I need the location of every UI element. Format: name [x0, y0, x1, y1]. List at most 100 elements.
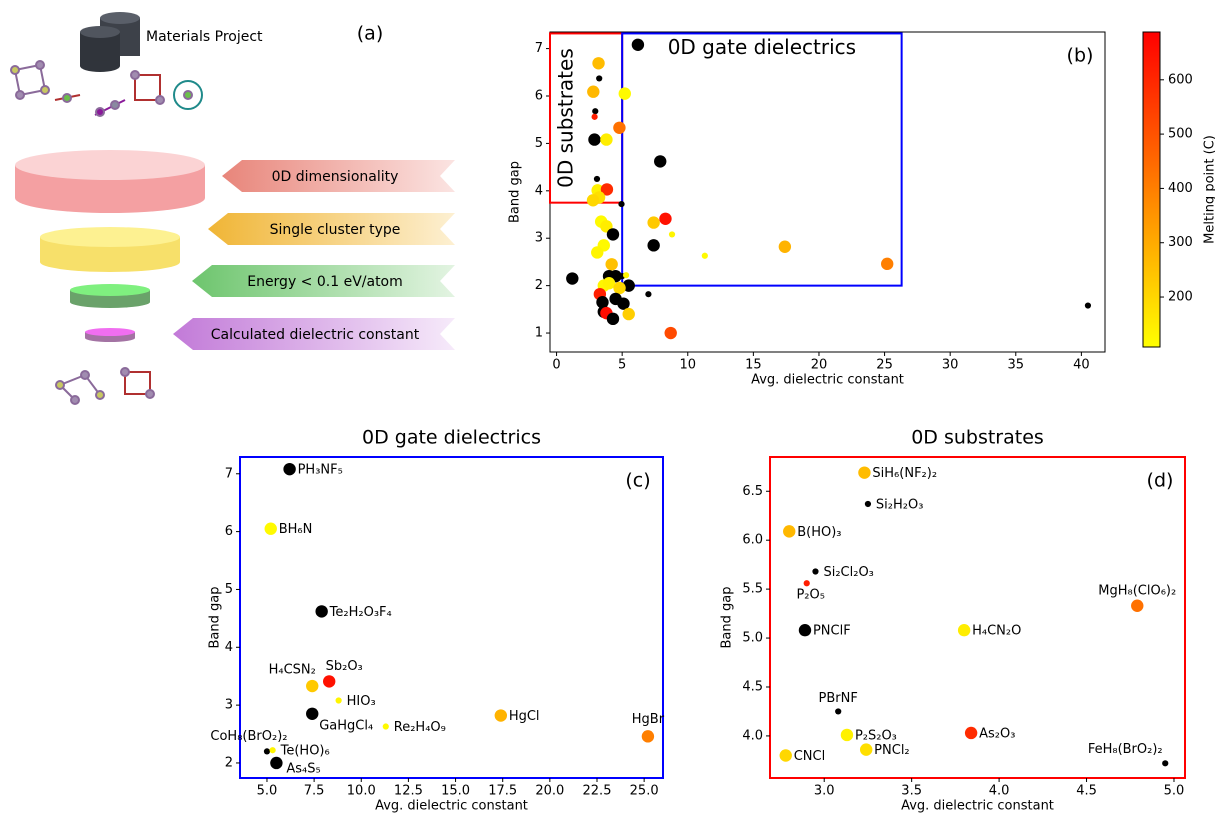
- x-tick-label: 4.0: [989, 784, 1010, 799]
- data-point: [269, 747, 276, 754]
- data-point: [593, 175, 601, 183]
- data-point: [812, 568, 819, 575]
- y-axis-label: Band gap: [508, 161, 523, 223]
- data-point: [641, 730, 655, 743]
- y-tick-label: 4.5: [742, 679, 763, 694]
- point-label: As₄S₅: [286, 761, 320, 776]
- panel-label: (b): [1067, 45, 1094, 67]
- data-point: [587, 85, 600, 98]
- x-tick-label: 35: [1008, 358, 1025, 373]
- data-point: [783, 525, 796, 538]
- point-label: As₂O₃: [979, 726, 1015, 741]
- point-label: FeH₈(BrO₂)₂: [1088, 742, 1163, 757]
- colorbar-tick-label: 300: [1168, 235, 1193, 250]
- data-point: [270, 756, 283, 770]
- point-label: Si₂H₂O₃: [876, 497, 924, 512]
- data-point: [803, 580, 810, 587]
- data-point: [654, 155, 667, 168]
- data-point: [613, 281, 626, 295]
- data-point: [864, 500, 872, 508]
- molecule-drawings: [10, 60, 203, 405]
- data-point: [617, 297, 630, 310]
- point-label: BH₆N: [279, 522, 313, 537]
- x-tick-label: 17.5: [488, 784, 517, 799]
- x-tick-label: 5: [618, 358, 626, 373]
- y-tick-label: 3: [225, 698, 233, 713]
- data-point: [623, 272, 630, 279]
- y-tick-label: 6.5: [742, 484, 763, 499]
- filter-label: Single cluster type: [270, 222, 401, 238]
- data-point: [778, 240, 792, 253]
- point-label: MgH₈(ClO₆)₂: [1098, 583, 1176, 598]
- plot-frame: [239, 456, 664, 779]
- data-point: [622, 307, 635, 321]
- data-point: [668, 231, 676, 238]
- data-point: [566, 272, 579, 285]
- data-point: [315, 605, 328, 618]
- x-tick-label: 5.0: [1164, 784, 1185, 799]
- data-point: [779, 749, 792, 762]
- data-point: [659, 212, 672, 225]
- point-label: CNCl: [794, 749, 826, 764]
- filter-label: 0D dimensionality: [272, 169, 399, 185]
- point-label: HIO₃: [347, 694, 376, 709]
- data-point: [592, 108, 599, 115]
- x-tick-label: 3.0: [814, 784, 835, 799]
- data-point: [647, 239, 660, 252]
- y-tick-label: 5.5: [742, 582, 763, 597]
- data-point: [1084, 302, 1092, 309]
- data-point: [306, 707, 319, 720]
- chart-title: 0D substrates: [911, 427, 1044, 449]
- region-label: 0D gate dielectrics: [668, 35, 856, 59]
- point-label: Si₂Cl₂O₃: [823, 565, 873, 580]
- data-point: [645, 291, 652, 298]
- y-tick-label: 4: [225, 640, 233, 655]
- y-tick-label: 5.0: [742, 631, 763, 646]
- data-point: [306, 679, 319, 693]
- data-point: [647, 216, 660, 229]
- data-point: [602, 277, 616, 290]
- x-tick-label: 4.5: [1076, 784, 1097, 799]
- y-tick-label: 1: [535, 326, 543, 341]
- plot-frame: [549, 31, 1106, 353]
- x-tick-label: 25: [876, 358, 893, 373]
- data-point: [618, 87, 631, 100]
- y-tick-label: 4: [535, 183, 543, 198]
- x-tick-label: 20.0: [535, 784, 564, 799]
- data-point: [858, 466, 871, 479]
- data-point: [323, 675, 336, 688]
- database-icon: [80, 12, 140, 72]
- y-tick-label: 7: [535, 41, 543, 56]
- data-point: [605, 258, 618, 271]
- data-point: [618, 200, 625, 208]
- data-point: [335, 697, 342, 704]
- point-label: B(HO)₃: [797, 525, 841, 540]
- point-label: PBrNF: [819, 691, 858, 706]
- filter-banners: [173, 160, 455, 350]
- data-point: [1131, 599, 1144, 612]
- x-tick-label: 7.5: [304, 784, 325, 799]
- point-label: Re₂H₄O₉: [394, 720, 446, 735]
- data-point: [835, 708, 842, 715]
- point-label: PNCl₂: [874, 743, 909, 758]
- y-axis-label: Band gap: [208, 587, 223, 649]
- data-point: [264, 522, 277, 535]
- y-tick-label: 5: [225, 582, 233, 597]
- colorbar-tick-label: 500: [1168, 127, 1193, 142]
- x-tick-label: 25.0: [630, 784, 659, 799]
- y-tick-label: 6: [535, 89, 543, 104]
- data-point: [840, 728, 854, 742]
- panel-label: (d): [1147, 470, 1174, 492]
- data-point: [596, 75, 603, 82]
- data-point: [606, 228, 620, 241]
- point-label: PNClF: [813, 624, 851, 639]
- point-label: Te(HO)₆: [280, 744, 330, 759]
- data-point: [859, 743, 873, 756]
- y-axis-label: Band gap: [720, 587, 735, 649]
- data-point: [1162, 760, 1169, 767]
- panel-label: (a): [357, 23, 383, 45]
- point-label: H₄CSN₂: [269, 663, 316, 678]
- x-axis-label: Avg. dielectric constant: [375, 799, 528, 814]
- colorbar-tick-label: 400: [1168, 181, 1193, 196]
